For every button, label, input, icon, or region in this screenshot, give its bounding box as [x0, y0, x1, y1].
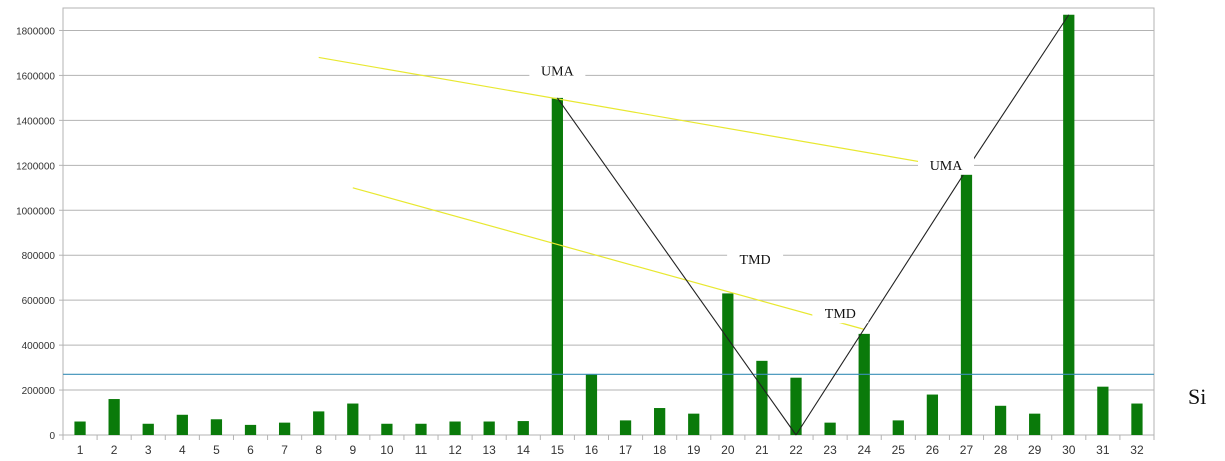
x-tick-label: 14	[517, 443, 531, 457]
bar	[381, 423, 393, 435]
annotation-label: UMA	[541, 64, 575, 79]
bar	[824, 422, 836, 435]
y-axis-ticks: 0 200000 400000 600000 800000 1000000 1200000 1…	[16, 26, 63, 442]
bar	[347, 403, 359, 435]
bar	[654, 408, 666, 435]
y-tick-label: 0	[49, 431, 55, 442]
black-trend-line	[556, 97, 797, 436]
x-tick-label: 16	[585, 443, 599, 457]
bar	[1131, 403, 1143, 435]
bar	[722, 293, 734, 435]
y-tick-label: 1800000	[16, 26, 55, 37]
yellow-trend-line	[352, 187, 865, 330]
bar	[74, 421, 86, 435]
x-tick-label: 12	[448, 443, 462, 457]
annotation-background	[727, 250, 784, 270]
x-tick-label: 20	[721, 443, 735, 457]
x-tick-label: 28	[994, 443, 1008, 457]
bar	[585, 374, 598, 435]
bar	[142, 423, 154, 435]
x-tick-label: 21	[755, 443, 769, 457]
bar	[483, 421, 495, 435]
x-axis-ticks: 1 2 3 4 5 6 7 8 9 10 11 12 13 14 15 16 17 18 19 20 21 22 23 24 2…	[62, 435, 1155, 457]
x-tick-label: 32	[1130, 443, 1144, 457]
bar	[1029, 413, 1041, 435]
annotation-label: UMA	[930, 159, 964, 174]
x-tick-label: 29	[1028, 443, 1042, 457]
x-tick-label: 27	[960, 443, 974, 457]
x-tick-label: 8	[315, 443, 322, 457]
x-tick-label: 30	[1062, 443, 1076, 457]
x-tick-label: 7	[281, 443, 288, 457]
bar	[688, 413, 700, 435]
bar	[892, 420, 904, 435]
plot-background	[62, 7, 1155, 436]
bar	[244, 424, 257, 435]
annotation-background	[812, 304, 869, 324]
bar	[1063, 14, 1075, 436]
bar	[790, 377, 802, 435]
bars	[74, 14, 1143, 436]
x-tick-label: 6	[247, 443, 254, 457]
x-tick-label: 4	[179, 443, 186, 457]
x-tick-label: 24	[858, 443, 872, 457]
yellow-trend-line	[318, 56, 967, 171]
y-tick-label: 800000	[22, 251, 56, 262]
y-tick-label: 1400000	[16, 116, 55, 127]
bar	[449, 421, 461, 435]
annotation-background	[529, 61, 586, 81]
x-tick-label: 17	[619, 443, 633, 457]
x-tick-label: 23	[823, 443, 837, 457]
bar	[210, 419, 223, 435]
y-tick-label: 1000000	[16, 206, 55, 217]
x-tick-label: 22	[789, 443, 803, 457]
x-tick-label: 1	[77, 443, 84, 457]
annotation-background	[918, 155, 975, 175]
side-text: Si	[1188, 384, 1207, 409]
x-tick-label: 10	[380, 443, 394, 457]
x-tick-label: 5	[213, 443, 220, 457]
bar	[108, 399, 120, 435]
bar	[176, 414, 188, 435]
bar	[415, 423, 427, 435]
x-tick-label: 15	[551, 443, 565, 457]
x-tick-label: 25	[892, 443, 906, 457]
x-tick-label: 11	[415, 443, 428, 457]
annotation-label: TMD	[740, 253, 771, 268]
x-tick-label: 3	[145, 443, 152, 457]
trend-lines	[318, 14, 1070, 436]
bar	[926, 394, 939, 435]
y-tick-label: 1600000	[16, 71, 55, 82]
bar	[619, 420, 632, 435]
x-tick-label: 19	[687, 443, 701, 457]
x-tick-label: 18	[653, 443, 667, 457]
bar	[551, 97, 563, 435]
bar	[858, 333, 870, 435]
bar	[517, 421, 529, 435]
y-tick-label: 400000	[22, 341, 56, 352]
bar	[756, 360, 768, 435]
x-tick-label: 26	[926, 443, 940, 457]
annotations: UMA UMA TMD TMD	[529, 61, 975, 324]
x-tick-label: 9	[349, 443, 356, 457]
x-tick-label: 2	[111, 443, 118, 457]
bar	[313, 411, 325, 435]
bar	[278, 422, 291, 435]
bar	[994, 405, 1007, 435]
x-tick-label: 31	[1096, 443, 1110, 457]
x-tick-label: 13	[482, 443, 496, 457]
annotation-label: TMD	[825, 307, 856, 322]
bar	[1097, 386, 1109, 435]
y-tick-label: 200000	[22, 386, 56, 397]
y-tick-label: 600000	[22, 296, 56, 307]
y-tick-label: 1200000	[16, 161, 55, 172]
gridlines	[63, 29, 1154, 436]
bar	[960, 169, 973, 435]
